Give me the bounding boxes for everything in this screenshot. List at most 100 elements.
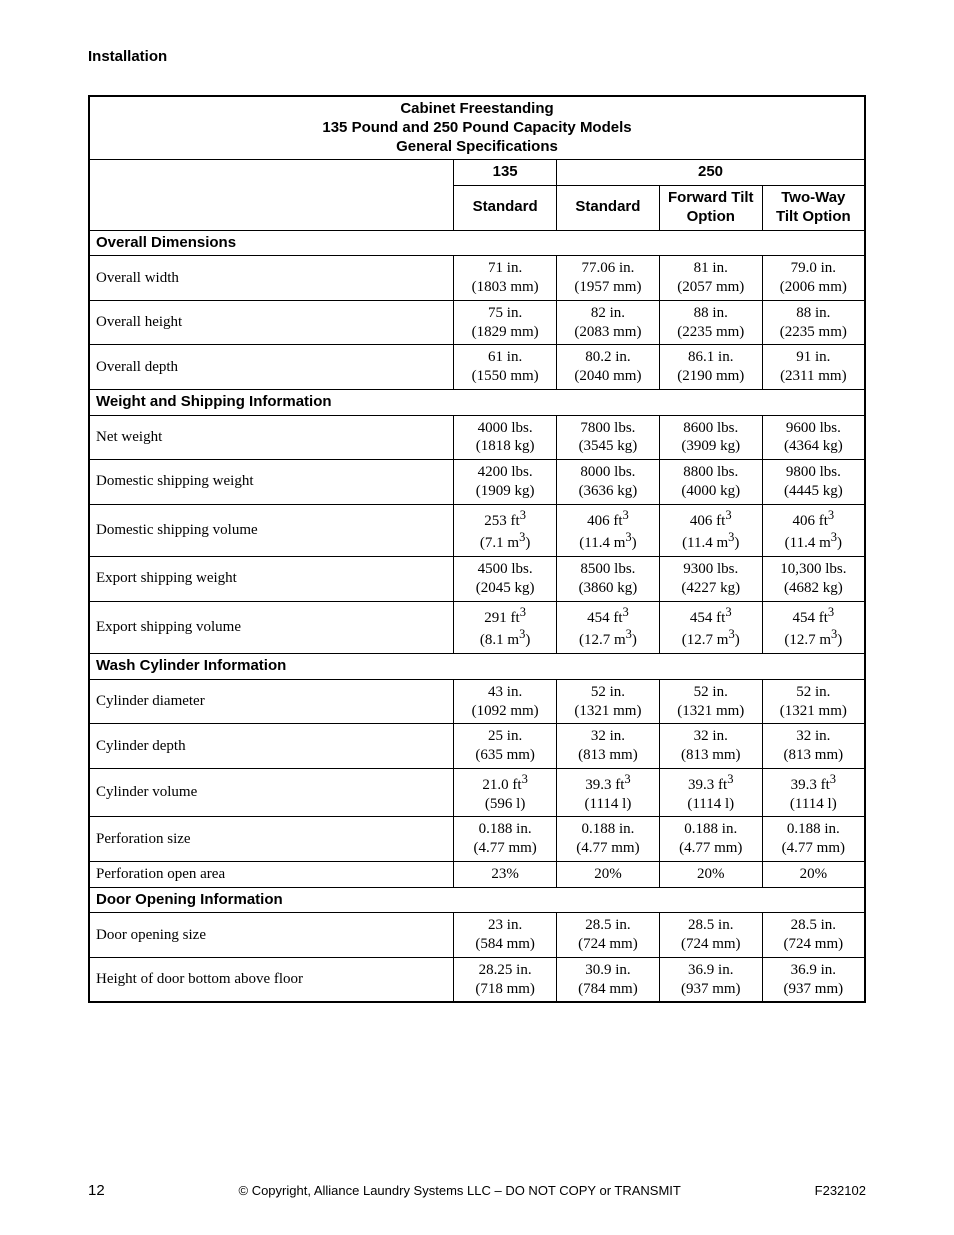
row-label: Perforation open area [89,861,454,887]
row-value: 9600 lbs.(4364 kg) [762,415,865,460]
row-value: 61 in.(1550 mm) [454,345,557,390]
row-value: 454 ft3(12.7 m3) [762,601,865,654]
row-value: 4200 lbs.(1909 kg) [454,460,557,505]
footer: 12 © Copyright, Alliance Laundry Systems… [88,1182,866,1199]
row-value: 52 in.(1321 mm) [557,679,660,724]
title-line-2: 135 Pound and 250 Pound Capacity Models [322,119,631,136]
section-header: Door Opening Information [89,887,865,913]
row-value: 4500 lbs.(2045 kg) [454,557,557,602]
row-value: 406 ft3(11.4 m3) [762,504,865,557]
row-value: 28.25 in.(718 mm) [454,957,557,1002]
row-label: Domestic shipping volume [89,504,454,557]
row-value: 91 in.(2311 mm) [762,345,865,390]
row-label: Cylinder volume [89,768,454,817]
data-row: Overall height75 in.(1829 mm)82 in.(2083… [89,300,865,345]
row-value: 8600 lbs.(3909 kg) [659,415,762,460]
row-label: Export shipping weight [89,557,454,602]
row-value: 0.188 in.(4.77 mm) [454,817,557,862]
row-value: 454 ft3(12.7 m3) [557,601,660,654]
row-value: 8500 lbs.(3860 kg) [557,557,660,602]
data-row: Perforation open area23%20%20%20% [89,861,865,887]
data-row: Export shipping volume291 ft3(8.1 m3)454… [89,601,865,654]
header-250: 250 [557,160,865,186]
row-label: Domestic shipping weight [89,460,454,505]
row-value: 36.9 in.(937 mm) [762,957,865,1002]
row-value: 20% [659,861,762,887]
row-value: 20% [557,861,660,887]
header-blank [89,160,454,230]
row-value: 43 in.(1092 mm) [454,679,557,724]
row-label: Overall height [89,300,454,345]
section-title: Overall Dimensions [89,230,865,256]
row-value: 28.5 in.(724 mm) [762,913,865,958]
spec-table: Cabinet Freestanding 135 Pound and 250 P… [88,95,866,1003]
row-value: 454 ft3(12.7 m3) [659,601,762,654]
row-label: Door opening size [89,913,454,958]
row-value: 39.3 ft3(1114 l) [762,768,865,817]
row-value: 39.3 ft3(1114 l) [659,768,762,817]
section-header: Weight and Shipping Information [89,389,865,415]
row-value: 88 in.(2235 mm) [659,300,762,345]
data-row: Height of door bottom above floor28.25 i… [89,957,865,1002]
title-line-1: Cabinet Freestanding [400,100,553,117]
section-header: Overall Dimensions [89,230,865,256]
row-value: 7800 lbs.(3545 kg) [557,415,660,460]
row-value: 52 in.(1321 mm) [659,679,762,724]
data-row: Domestic shipping weight4200 lbs.(1909 k… [89,460,865,505]
row-label: Overall width [89,256,454,301]
subhead-250-std: Standard [557,186,660,231]
row-value: 71 in.(1803 mm) [454,256,557,301]
page-number: 12 [88,1182,105,1199]
data-row: Cylinder diameter43 in.(1092 mm)52 in.(1… [89,679,865,724]
row-value: 28.5 in.(724 mm) [659,913,762,958]
row-value: 77.06 in.(1957 mm) [557,256,660,301]
row-value: 79.0 in.(2006 mm) [762,256,865,301]
row-value: 4000 lbs.(1818 kg) [454,415,557,460]
row-value: 39.3 ft3(1114 l) [557,768,660,817]
row-value: 21.0 ft3(596 l) [454,768,557,817]
doc-id: F232102 [815,1183,866,1198]
row-value: 32 in.(813 mm) [557,724,660,769]
row-value: 9300 lbs.(4227 kg) [659,557,762,602]
section-title: Weight and Shipping Information [89,389,865,415]
row-value: 23 in.(584 mm) [454,913,557,958]
row-value: 25 in.(635 mm) [454,724,557,769]
section-title: Wash Cylinder Information [89,654,865,680]
row-value: 88 in.(2235 mm) [762,300,865,345]
row-value: 80.2 in.(2040 mm) [557,345,660,390]
data-row: Overall width71 in.(1803 mm)77.06 in.(19… [89,256,865,301]
data-row: Door opening size23 in.(584 mm)28.5 in.(… [89,913,865,958]
row-value: 0.188 in.(4.77 mm) [557,817,660,862]
row-value: 52 in.(1321 mm) [762,679,865,724]
section-header: Wash Cylinder Information [89,654,865,680]
row-value: 32 in.(813 mm) [762,724,865,769]
row-value: 253 ft3(7.1 m3) [454,504,557,557]
row-value: 32 in.(813 mm) [659,724,762,769]
row-value: 36.9 in.(937 mm) [659,957,762,1002]
title-line-3: General Specifications [396,138,558,155]
row-label: Perforation size [89,817,454,862]
row-value: 0.188 in.(4.77 mm) [659,817,762,862]
row-value: 9800 lbs.(4445 kg) [762,460,865,505]
data-row: Export shipping weight4500 lbs.(2045 kg)… [89,557,865,602]
row-value: 23% [454,861,557,887]
row-value: 30.9 in.(784 mm) [557,957,660,1002]
data-row: Cylinder volume21.0 ft3(596 l)39.3 ft3(1… [89,768,865,817]
row-value: 0.188 in.(4.77 mm) [762,817,865,862]
row-value: 406 ft3(11.4 m3) [557,504,660,557]
row-value: 8000 lbs.(3636 kg) [557,460,660,505]
row-label: Height of door bottom above floor [89,957,454,1002]
row-label: Net weight [89,415,454,460]
row-label: Export shipping volume [89,601,454,654]
header-135: 135 [454,160,557,186]
data-row: Net weight4000 lbs.(1818 kg)7800 lbs.(35… [89,415,865,460]
data-row: Cylinder depth25 in.(635 mm)32 in.(813 m… [89,724,865,769]
row-value: 86.1 in.(2190 mm) [659,345,762,390]
row-value: 8800 lbs.(4000 kg) [659,460,762,505]
row-value: 28.5 in.(724 mm) [557,913,660,958]
row-label: Cylinder depth [89,724,454,769]
row-label: Overall depth [89,345,454,390]
row-label: Cylinder diameter [89,679,454,724]
row-value: 82 in.(2083 mm) [557,300,660,345]
section-label: Installation [88,48,866,65]
